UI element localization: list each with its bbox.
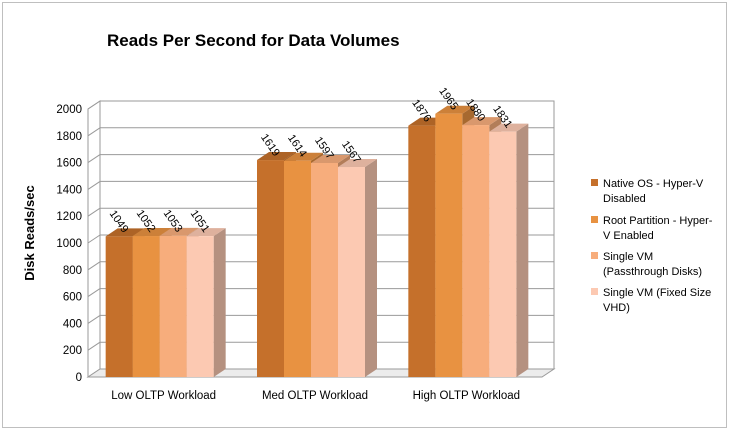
legend-entry-text: V Enabled [603,230,654,242]
gridline-side [87,314,101,324]
gridline-side [87,261,101,271]
y-tick-label: 400 [63,318,82,330]
gridline-side [87,100,101,110]
x-category-label: Low OLTP Workload [111,390,216,402]
gridline-side [87,341,101,351]
bar-top [284,152,323,161]
bar-side [365,159,377,377]
gridline-side [87,234,101,244]
y-tick-label: 800 [63,265,82,277]
bar-top [132,228,172,237]
legend-entry-text: Disabled [603,193,646,205]
bar [408,125,436,377]
chart-title: Reads Per Second for Data Volumes [107,31,400,50]
legend-entry-text: (Passthrough Disks) [603,266,702,278]
legend-entry-text: Native OS - Hyper-V [603,178,704,190]
legend-swatch [591,288,598,295]
gridline-side [87,154,101,164]
bar-top [489,123,529,132]
legend-entry-text: Single VM [603,251,653,263]
y-tick-label: 2000 [56,104,82,116]
y-tick-label: 1400 [56,184,82,196]
x-category-label: Med OLTP Workload [262,390,368,402]
gridline-side [87,127,101,137]
y-tick-label: 0 [76,372,82,384]
bar-top [186,228,226,237]
bar [489,131,517,377]
gridline-side [87,207,101,217]
legend-entry-text: Single VM (Fixed Size [603,287,711,299]
bar-top [159,227,199,236]
bar [186,236,214,377]
bar [435,113,463,377]
y-tick-label: 200 [63,345,82,357]
y-axis-label: Disk Reads/sec [22,185,37,280]
gridline-side [87,288,101,298]
y-tick-label: 1800 [56,131,82,143]
legend-entry-text: Root Partition - Hyper- [603,215,713,227]
legend: Native OS - Hyper-V Disabled Root Partitio… [591,178,713,314]
x-category-label: High OLTP Workload [413,390,520,402]
y-tick-label: 1600 [56,158,82,170]
bar [462,125,490,377]
legend-swatch [591,216,598,223]
bar [159,235,187,377]
bar-top [311,155,350,164]
bar-side [213,228,226,377]
bar-top [257,152,296,161]
plot-area: 0200400600800100012001400160018002000104… [56,85,556,402]
y-tick-label: 1200 [56,211,82,223]
bar [284,160,311,377]
legend-swatch [591,179,598,186]
y-tick-label: 600 [63,292,82,304]
bar-top [462,117,502,126]
gridline-side [87,180,101,190]
bar-side [516,123,529,378]
bar [257,160,284,377]
bar-top [338,159,377,168]
legend-swatch [591,252,598,259]
bar [105,236,133,377]
bar [338,167,365,377]
legend-entry-text: VHD) [603,302,630,314]
bar-top [435,105,475,114]
bar [132,236,160,377]
bar [311,163,338,377]
bar-top [105,228,145,237]
y-tick-label: 1000 [56,238,82,250]
